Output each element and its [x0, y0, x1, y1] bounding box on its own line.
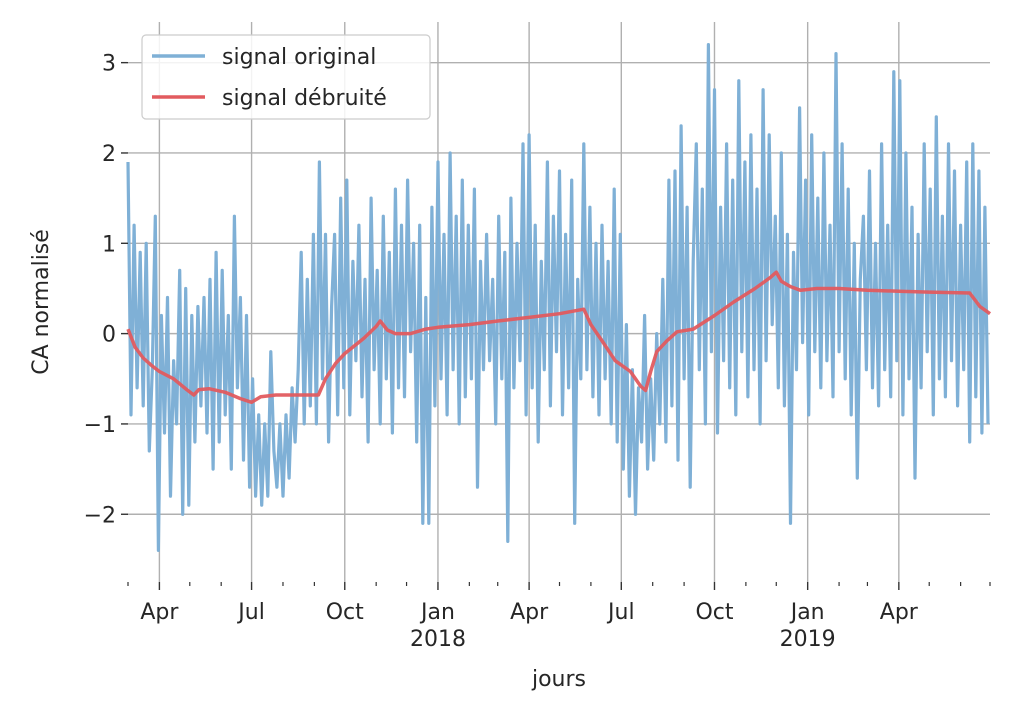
x-tick-year-label: 2019 — [780, 627, 836, 652]
series-original — [126, 43, 990, 552]
y-axis-label: CA normalisé — [29, 229, 54, 375]
x-tick-label: Apr — [140, 600, 179, 625]
x-tick-label: Jul — [606, 600, 635, 625]
y-tick-label: 1 — [102, 232, 116, 257]
x-tick-label: Oct — [695, 600, 733, 625]
y-tick-label: 3 — [102, 52, 116, 77]
x-tick-label: Jan — [419, 600, 455, 625]
y-tick-label: −2 — [84, 503, 116, 528]
legend-label-signal-original: signal original — [222, 45, 376, 70]
line-signal-original — [126, 43, 990, 552]
x-axis-label: jours — [531, 667, 586, 692]
x-tick-label: Oct — [326, 600, 364, 625]
series-denoised — [126, 270, 992, 405]
x-tick-label: Jul — [236, 600, 265, 625]
x-tick-label: Jan — [789, 600, 825, 625]
legend-label-signal-debruite: signal débruité — [222, 86, 387, 111]
legend: signal original signal débruité — [141, 34, 431, 120]
legend-box — [141, 34, 431, 120]
x-tick-label: Apr — [510, 600, 549, 625]
line-signal-debruite — [126, 270, 992, 405]
y-tick-label: 0 — [102, 323, 116, 348]
y-tick-label: −1 — [84, 413, 116, 438]
x-tick-year-label: 2018 — [410, 627, 466, 652]
x-tick-label: Apr — [880, 600, 919, 625]
y-tick-label: 2 — [102, 142, 116, 167]
